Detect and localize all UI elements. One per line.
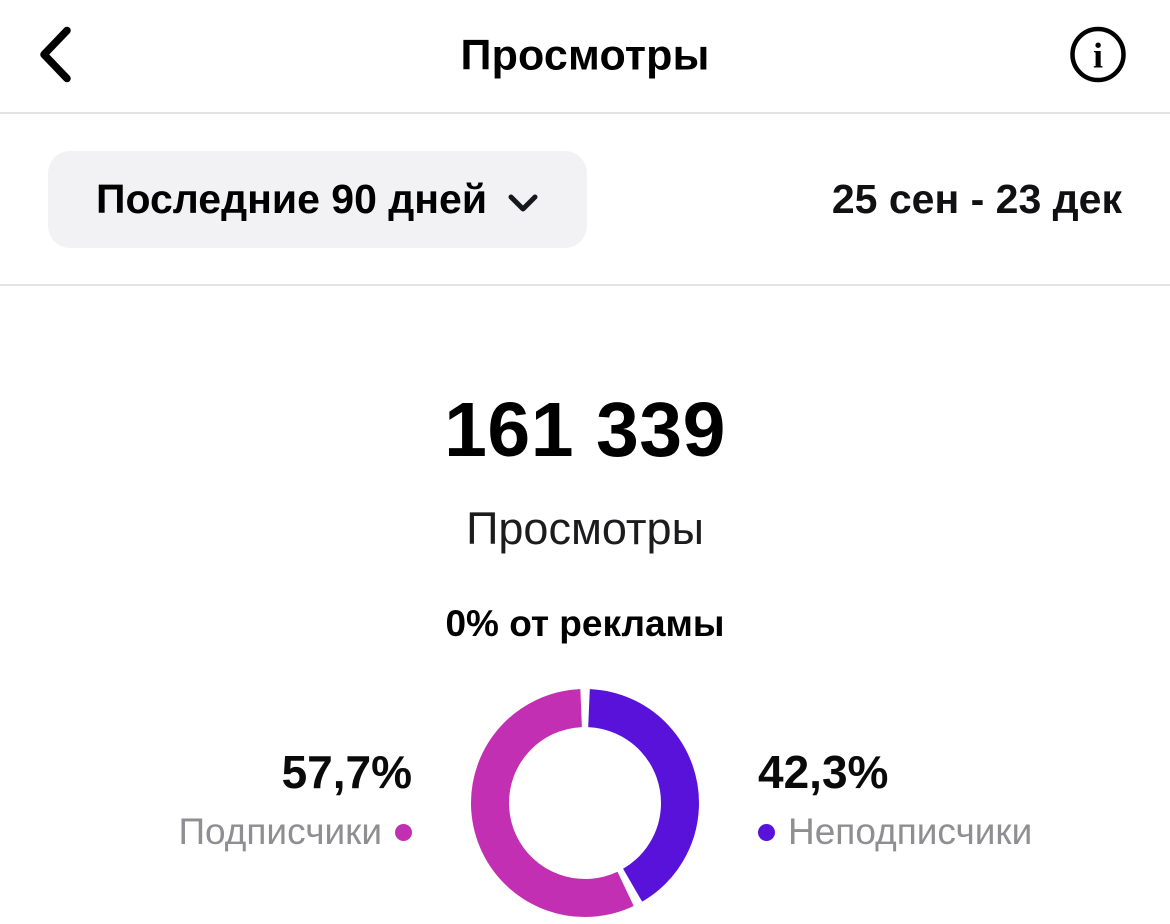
views-count: 161 339 xyxy=(444,387,726,473)
views-label: Просмотры xyxy=(466,503,704,554)
back-button[interactable] xyxy=(30,20,80,93)
filter-row: Последние 90 дней 25 сен - 23 дек xyxy=(0,114,1170,286)
nonfollowers-label: Неподписчики xyxy=(788,811,1033,852)
donut-arc-followers xyxy=(471,689,699,917)
page-title: Просмотры xyxy=(460,31,710,80)
period-filter-label: Последние 90 дней xyxy=(96,175,488,222)
info-button[interactable]: i xyxy=(1068,25,1128,88)
donut-arc-nonfollowers xyxy=(471,689,699,917)
header: Просмотры i xyxy=(0,0,1170,114)
summary-section: 161 339 Просмотры 0% от рекламы xyxy=(0,386,1170,645)
nonfollowers-percent: 42,3% xyxy=(758,746,889,798)
info-icon: i xyxy=(1068,25,1128,88)
ads-share-label: 0% от рекламы xyxy=(445,603,725,644)
followers-dot-icon xyxy=(395,823,412,841)
period-filter-button[interactable]: Последние 90 дней xyxy=(48,150,588,248)
svg-text:i: i xyxy=(1093,36,1103,76)
date-range-label: 25 сен - 23 дек xyxy=(831,175,1122,222)
followers-legend: 57,7% Подписчики xyxy=(178,746,412,854)
donut-chart xyxy=(471,689,699,917)
chevron-down-icon xyxy=(507,176,539,223)
followers-label: Подписчики xyxy=(178,811,382,852)
nonfollowers-legend: 42,3% Неподписчики xyxy=(758,746,1032,854)
nonfollowers-dot-icon xyxy=(758,823,775,841)
followers-percent: 57,7% xyxy=(281,746,412,798)
chevron-left-icon xyxy=(36,26,74,87)
